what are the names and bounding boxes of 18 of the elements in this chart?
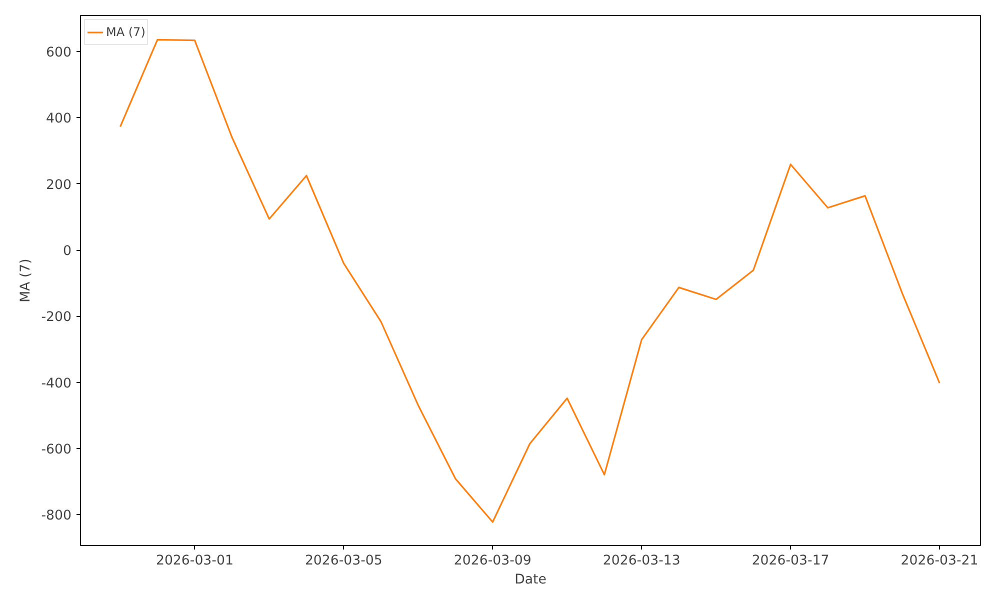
x-tick-label: 2026-03-09 [454,554,532,568]
y-tick-label: -200 [41,310,72,326]
y-tick-label: -600 [41,442,72,458]
x-tick-label: 2026-03-13 [602,554,680,568]
line-series [119,38,940,523]
y-tick-label: 0 [63,244,72,260]
x-tick-label: 2026-03-01 [156,554,234,568]
x-axis-title: Date [514,572,546,588]
y-axis-title: MA (7) [18,258,34,302]
y-tick-label: -400 [41,376,72,392]
y-tick-label: 200 [46,178,72,193]
y-tick-label: 400 [46,112,72,127]
y-tick-label: -800 [41,508,72,524]
legend-label: MA (7) [106,25,146,39]
x-tick-label: 2026-03-21 [900,554,978,568]
y-tick-label: 600 [46,46,72,61]
x-tick-label: 2026-03-05 [304,554,382,568]
x-tick-label: 2026-03-17 [752,554,830,568]
